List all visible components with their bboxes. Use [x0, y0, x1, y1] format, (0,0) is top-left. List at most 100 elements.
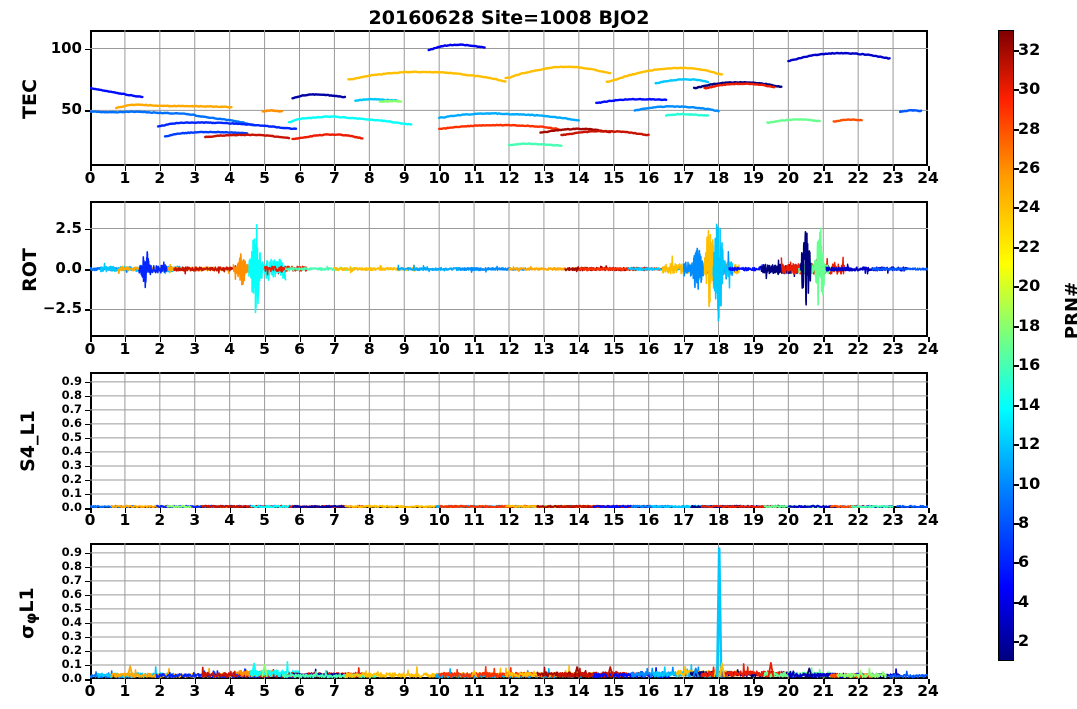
- xtick-sigma_phi_l1-17: 17: [672, 682, 695, 700]
- xtickmark: [648, 679, 651, 684]
- xtickmark: [404, 337, 406, 342]
- ytick-s4_l1-8: 0.8: [61, 387, 82, 402]
- ytick-sigma_phi_l1-7: 0.7: [61, 572, 82, 587]
- colorbar-tickmark: [1014, 128, 1019, 131]
- xtick-sigma_phi_l1-5: 5: [259, 682, 270, 700]
- xtickmark: [159, 508, 162, 513]
- ytick-s4_l1-9: 0.9: [61, 373, 82, 388]
- xtickmark: [893, 508, 895, 513]
- xtick-tec-9: 9: [398, 169, 410, 187]
- xtick-tec-7: 7: [329, 169, 340, 187]
- xtick-tec-16: 16: [637, 169, 660, 187]
- colorbar-label: PRN#: [1062, 281, 1077, 340]
- xtick-tec-5: 5: [259, 169, 270, 187]
- xtick-tec-22: 22: [847, 169, 869, 187]
- xtick-rot-8: 8: [363, 340, 375, 358]
- ytickmark: [85, 650, 90, 653]
- xtick-rot-18: 18: [707, 340, 730, 358]
- xtick-sigma_phi_l1-10: 10: [428, 682, 450, 700]
- xtick-sigma_phi_l1-16: 16: [637, 682, 660, 700]
- xtick-tec-11: 11: [463, 169, 485, 187]
- colorbar-tickmark: [1014, 246, 1019, 249]
- colorbar-tick-8: 8: [1018, 512, 1030, 532]
- ytickmark: [85, 409, 90, 412]
- xtick-s4_l1-6: 6: [294, 511, 305, 529]
- xtickmark: [823, 679, 825, 684]
- xtickmark: [439, 508, 441, 513]
- xtickmark: [194, 508, 197, 513]
- xtickmark: [90, 337, 92, 342]
- xtickmark: [648, 337, 651, 342]
- xtickmark: [613, 337, 616, 342]
- xtickmark: [928, 337, 930, 342]
- xtick-rot-5: 5: [259, 340, 270, 358]
- xtick-s4_l1-8: 8: [363, 511, 375, 529]
- xtickmark: [299, 166, 301, 171]
- xtickmark: [648, 508, 651, 513]
- panel-s4-l1-plot: [90, 372, 928, 508]
- xtick-rot-1: 1: [119, 340, 131, 358]
- xtick-sigma_phi_l1-1: 1: [119, 682, 131, 700]
- panel-tec: [90, 30, 928, 166]
- xtick-s4_l1-22: 22: [847, 511, 869, 529]
- colorbar-tick-10: 10: [1018, 473, 1041, 493]
- xtickmark: [159, 337, 162, 342]
- ytickmark: [85, 566, 90, 569]
- colorbar-tick-6: 6: [1018, 552, 1030, 572]
- xtick-rot-11: 11: [463, 340, 485, 358]
- xtickmark: [718, 679, 720, 684]
- xtick-sigma_phi_l1-14: 14: [568, 682, 590, 700]
- ytick-sigma_phi_l1-9: 0.9: [61, 544, 82, 559]
- xtick-s4_l1-14: 14: [568, 511, 590, 529]
- ytickmark: [85, 269, 90, 271]
- ytick-s4_l1-7: 0.7: [61, 401, 82, 416]
- xtickmark: [928, 508, 930, 513]
- ytick-sigma_phi_l1-0: 0.0: [61, 671, 82, 685]
- xtick-rot-23: 23: [882, 340, 904, 358]
- panel-sigma-phi-l1: [90, 543, 928, 679]
- xtick-rot-2: 2: [154, 340, 166, 358]
- ytickmark: [85, 228, 90, 231]
- ytick-rot-2: 2.5: [55, 218, 82, 237]
- xtickmark: [858, 679, 860, 684]
- xtickmark: [788, 337, 790, 342]
- xtick-rot-7: 7: [329, 340, 340, 358]
- xtick-tec-14: 14: [568, 169, 590, 187]
- xtickmark: [334, 337, 336, 342]
- colorbar-tick-32: 32: [1018, 39, 1041, 59]
- xtick-rot-12: 12: [498, 340, 520, 358]
- xtickmark: [299, 337, 301, 342]
- xtick-sigma_phi_l1-23: 23: [882, 682, 904, 700]
- colorbar-tickmark: [1014, 522, 1019, 525]
- xtickmark: [229, 679, 232, 684]
- xtick-tec-18: 18: [707, 169, 730, 187]
- ytickmark: [85, 664, 90, 667]
- xtickmark: [229, 508, 232, 513]
- xtick-s4_l1-1: 1: [119, 511, 131, 529]
- xtickmark: [578, 508, 581, 513]
- ytick-tec-0: 50: [61, 100, 82, 119]
- xtick-sigma_phi_l1-2: 2: [154, 682, 166, 700]
- xtick-sigma_phi_l1-22: 22: [847, 682, 869, 700]
- xtickmark: [683, 508, 686, 513]
- xtickmark: [683, 166, 686, 171]
- xtick-rot-6: 6: [294, 340, 305, 358]
- xtick-rot-17: 17: [672, 340, 695, 358]
- ytick-sigma_phi_l1-1: 0.1: [61, 656, 82, 671]
- xtick-sigma_phi_l1-6: 6: [294, 682, 305, 700]
- xtickmark: [404, 508, 406, 513]
- xtickmark: [334, 508, 336, 513]
- xtickmark: [369, 337, 371, 342]
- xtickmark: [90, 508, 92, 513]
- xtickmark: [159, 679, 162, 684]
- xtickmark: [334, 166, 336, 171]
- xtick-sigma_phi_l1-11: 11: [463, 682, 485, 700]
- xtick-s4_l1-4: 4: [224, 511, 236, 529]
- xtick-tec-19: 19: [742, 169, 765, 187]
- xtick-s4_l1-2: 2: [154, 511, 166, 529]
- xtickmark: [788, 679, 790, 684]
- xtick-s4_l1-12: 12: [498, 511, 520, 529]
- xtick-tec-8: 8: [363, 169, 375, 187]
- xtick-sigma_phi_l1-21: 21: [812, 682, 835, 700]
- xtickmark: [543, 337, 546, 342]
